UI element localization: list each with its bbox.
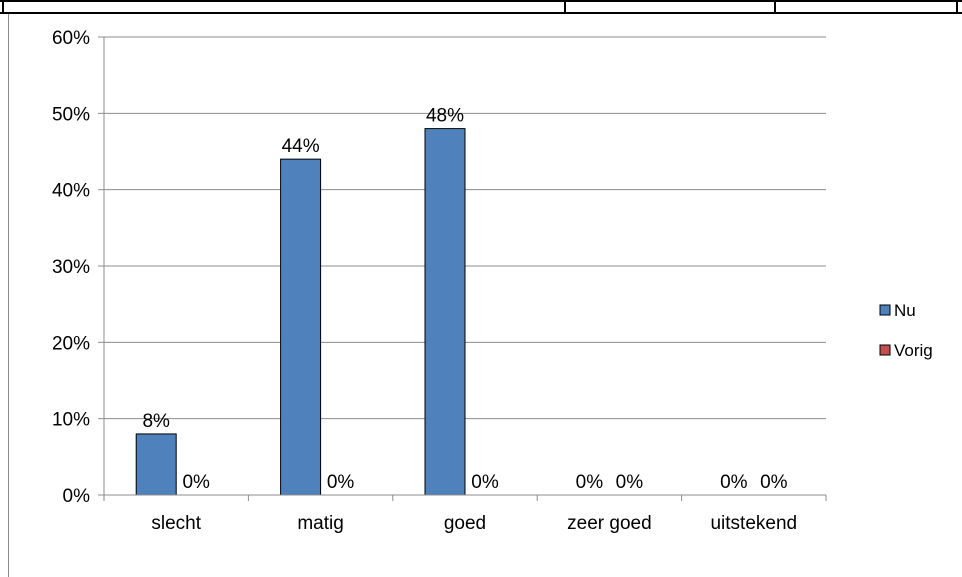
data-label-vorig: 0% [760,472,788,493]
data-labels: 8% 0% 44% 0% 48% 0% 0% 0% 0% 0% [142,106,787,493]
legend-swatch-nu [879,304,891,316]
y-tick-label: 0% [63,486,91,507]
top-table-edge [0,0,962,14]
legend: Nu Vorig [879,301,933,360]
x-tick-label: slecht [151,513,201,534]
x-tick-label: goed [444,513,486,534]
bar-nu-goed [424,128,466,496]
x-tick-label: uitstekend [710,513,797,534]
y-tick-label: 10% [52,410,90,431]
x-axis-ticks: slecht matig goed zeer goed uitstekend [103,494,827,534]
data-label-nu: 8% [142,411,170,432]
data-label-nu: 48% [426,106,464,127]
data-label-nu: 44% [282,136,320,157]
legend-label-nu: Nu [894,301,916,320]
data-label-vorig: 0% [616,472,644,493]
legend-label-vorig: Vorig [894,341,933,360]
y-tick-label: 60% [52,28,90,49]
data-label-nu: 0% [576,472,604,493]
data-label-vorig: 0% [182,472,210,493]
data-label-vorig: 0% [327,472,355,493]
y-tick-label: 40% [52,181,90,202]
y-tick-label: 20% [52,333,90,354]
bars [135,128,466,496]
x-tick-label: matig [297,513,343,534]
legend-swatch-vorig [879,344,891,356]
y-tick-label: 50% [52,104,90,125]
bar-nu-matig [280,158,322,496]
y-axis-ticks: 0% 10% 20% 30% 40% 50% 60% [52,28,105,507]
bar-nu-slecht [135,433,177,496]
data-label-vorig: 0% [471,472,499,493]
y-tick-label: 30% [52,257,90,278]
chart-frame-left-border [8,14,9,577]
data-label-nu: 0% [720,472,748,493]
x-tick-label: zeer goed [567,513,652,534]
